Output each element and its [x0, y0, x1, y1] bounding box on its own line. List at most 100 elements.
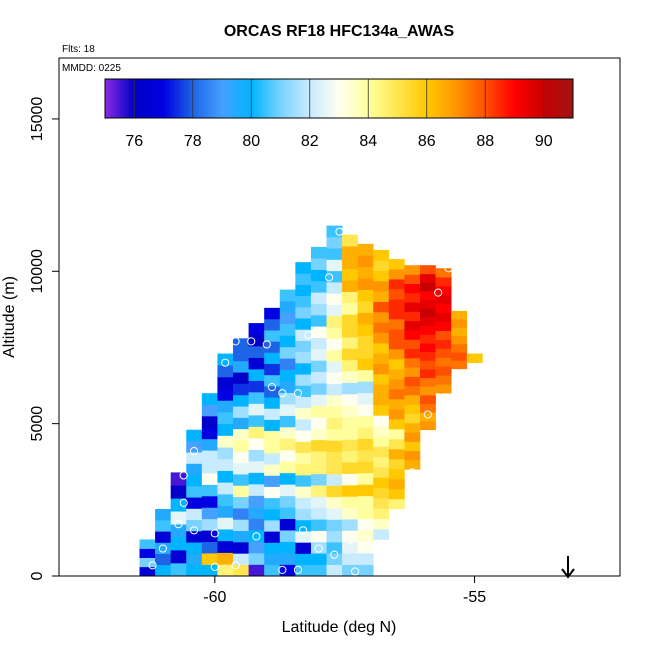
heatmap-cell: [342, 382, 358, 395]
colorbar-swatch: [546, 79, 550, 118]
heatmap-cell: [279, 530, 296, 542]
sample-marker: [392, 568, 401, 578]
colorbar-swatch: [116, 79, 121, 118]
colorbar-swatch: [479, 79, 483, 118]
heatmap-cell: [310, 473, 327, 486]
heatmap-cell: [201, 518, 218, 531]
heatmap-cell: [264, 352, 281, 365]
colorbar-swatch: [324, 79, 328, 118]
heatmap-cell: [295, 430, 312, 442]
heatmap-cell: [217, 470, 234, 483]
heatmap-cell: [295, 351, 312, 364]
y-axis-label: Altitude (m): [1, 276, 18, 358]
heatmap-cell: [373, 467, 390, 478]
heatmap-cell: [264, 542, 281, 554]
colorbar-swatch: [143, 79, 147, 118]
heatmap-cell: [201, 438, 218, 451]
colorbar-swatch: [128, 79, 132, 118]
heatmap-cell: [357, 564, 374, 577]
heatmap-cell: [357, 266, 374, 279]
flights-annotation: Flts: 18: [62, 44, 95, 55]
colorbar-swatch: [119, 79, 123, 118]
colorbar-swatch: [336, 79, 340, 118]
colorbar-swatch: [564, 79, 568, 118]
heatmap-cell: [264, 564, 281, 577]
heatmap-cell: [201, 473, 218, 485]
colorbar-swatch: [230, 79, 235, 118]
heatmap-cell: [388, 498, 405, 510]
colorbar-swatch: [315, 79, 319, 118]
heatmap-cell: [310, 258, 327, 270]
sample-marker: [210, 529, 219, 538]
heatmap-cell: [420, 282, 436, 292]
sample-marker: [158, 544, 167, 553]
heatmap-cell: [373, 518, 390, 530]
heatmap-cell: [279, 541, 296, 554]
colorbar-swatch: [283, 79, 287, 118]
heatmap-cell: [326, 236, 343, 249]
heatmap-cell: [248, 392, 265, 404]
heatmap-cell: [326, 327, 343, 339]
heatmap-cell: [435, 268, 452, 278]
date-annotation: MMDD: 0225: [62, 63, 121, 74]
colorbar-swatch: [496, 79, 501, 118]
heatmap-cell: [233, 360, 249, 373]
heatmap-cell: [310, 485, 327, 497]
heatmap-cell: [435, 375, 452, 385]
heatmap-cell: [357, 312, 374, 325]
colorbar-swatch: [181, 79, 185, 118]
heatmap-cell: [279, 415, 296, 428]
colorbar-swatch: [388, 79, 393, 118]
colorbar-swatch: [435, 79, 439, 118]
sample-marker: [434, 288, 443, 297]
colorbar-swatch: [379, 79, 384, 118]
y-tick-label: 10000: [29, 249, 46, 294]
heatmap-cell: [420, 412, 436, 422]
heatmap-cell: [233, 553, 249, 565]
heatmap-cell: [186, 553, 203, 566]
heatmap-cell: [186, 452, 203, 464]
heatmap-cell: [373, 322, 390, 333]
heatmap-cell: [186, 508, 203, 521]
heatmap-cell: [295, 441, 312, 454]
heatmap-cell: [155, 508, 171, 521]
heatmap-cell: [326, 530, 343, 543]
heatmap-cell: [388, 309, 405, 320]
heatmap-cell: [295, 295, 312, 308]
heatmap-cell: [217, 540, 234, 553]
heatmap-cell: [310, 280, 327, 293]
sample-marker: [486, 355, 495, 364]
heatmap-cell: [435, 384, 452, 394]
heatmap-cell: [279, 301, 296, 313]
heatmap-cell: [264, 363, 281, 376]
heatmap-cell: [404, 293, 421, 303]
heatmap-cell: [310, 292, 327, 304]
heatmap-cell: [279, 335, 296, 348]
heatmap-cell: [248, 564, 265, 577]
heatmap-cell: [201, 450, 218, 463]
heatmap-cell: [373, 384, 390, 395]
heatmap-cell: [248, 449, 265, 462]
heatmap-cell: [373, 415, 390, 427]
heatmap-cell: [404, 460, 421, 470]
heatmap-cell: [373, 394, 390, 406]
heatmap-cell: [279, 553, 296, 565]
colorbar-swatch: [224, 79, 229, 118]
heatmap-cell: [186, 474, 203, 487]
heatmap-cell: [139, 566, 156, 577]
sample-marker: [304, 331, 313, 340]
colorbar-swatch: [300, 79, 305, 118]
heatmap-cell: [420, 325, 436, 335]
colorbar-swatch: [347, 79, 352, 118]
heatmap-cell: [279, 323, 296, 336]
heatmap-cell: [420, 369, 436, 379]
y-tick-label: 0: [29, 571, 46, 580]
heatmap-cell: [264, 341, 281, 353]
heatmap-cell: [357, 324, 374, 336]
heatmap-cell: [326, 338, 343, 351]
heatmap-cell: [233, 564, 249, 577]
colorbar-swatch: [400, 79, 404, 118]
heatmap-cell: [279, 381, 296, 393]
colorbar-swatch: [271, 79, 276, 118]
heatmap-cell: [295, 374, 312, 386]
